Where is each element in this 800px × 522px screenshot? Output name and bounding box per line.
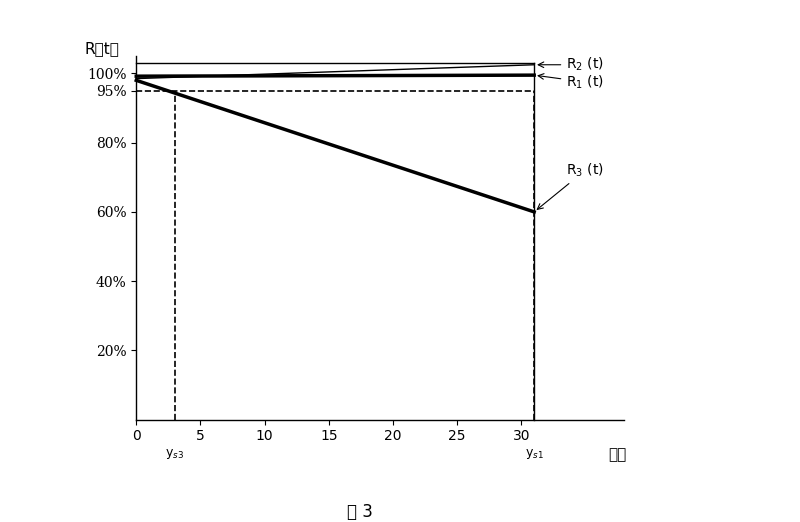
Text: R（t）: R（t） — [85, 41, 120, 56]
Text: 图 3: 图 3 — [347, 503, 373, 521]
Text: R$_1$ (t): R$_1$ (t) — [538, 74, 604, 91]
Text: R$_3$ (t): R$_3$ (t) — [538, 162, 604, 209]
Text: R$_2$ (t): R$_2$ (t) — [538, 56, 604, 74]
Text: 年数: 年数 — [609, 447, 626, 462]
Text: y$_{s1}$: y$_{s1}$ — [525, 447, 543, 461]
Text: y$_{s3}$: y$_{s3}$ — [166, 447, 184, 461]
